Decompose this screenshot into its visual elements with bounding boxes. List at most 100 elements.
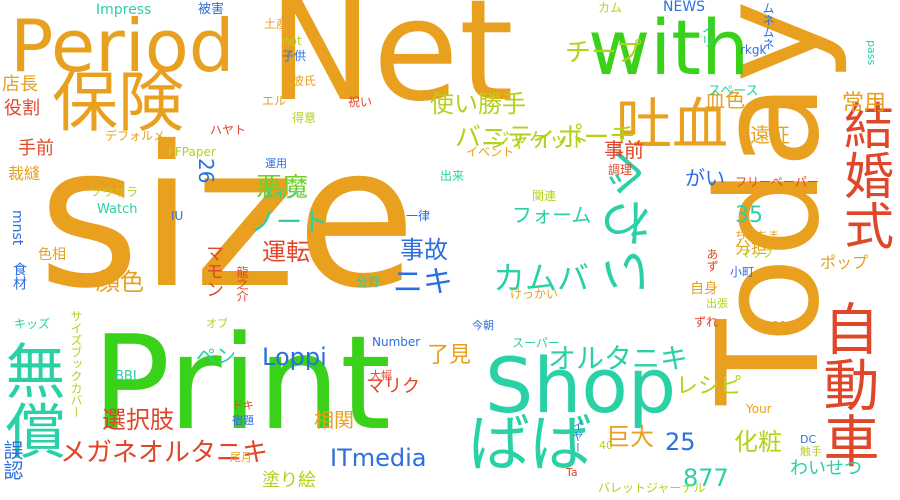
word-munemune: ムネムネ — [761, 2, 775, 50]
word-deforume: デフォルメ — [105, 129, 166, 143]
word-unyo: 運用 — [265, 157, 287, 170]
word-main: メイン — [262, 187, 299, 201]
word-chori: 調理 — [608, 163, 633, 177]
word-net: Net — [268, 0, 514, 133]
word-sizebookcover: サイズブックカバー — [69, 310, 83, 418]
word-obu: オブ — [206, 317, 228, 330]
word-jizen: 事前 — [604, 138, 644, 162]
word-ichiritsu: 一律 — [406, 209, 431, 223]
word-tencho: 店長 — [2, 74, 38, 95]
word-nori: ノリ — [699, 20, 715, 48]
word-with: with — [588, 3, 750, 92]
word-kids: キッズ — [14, 317, 51, 331]
word-cheap: チープ — [565, 38, 642, 68]
word-tokui: 得意 — [292, 111, 317, 125]
word-loppi: Loppi — [262, 343, 327, 371]
word-sokan: 相関 — [314, 408, 354, 432]
word-doki: ドキ — [232, 399, 254, 412]
word-bbi: BBI — [115, 369, 137, 384]
word-kekkonshiki: 結婚式 — [836, 100, 894, 250]
word-mamon: マモン — [203, 244, 224, 298]
word-watch: Watch — [97, 202, 138, 217]
word-pass: pass — [865, 40, 878, 66]
word-musho: 無償 — [0, 340, 65, 460]
word-mariku: マリク — [366, 376, 420, 397]
word-print: Print — [92, 307, 392, 459]
word-super: スーパー — [512, 336, 560, 350]
word-kodomo: 子供 — [282, 49, 307, 63]
word-waisetsu: わいせつ — [790, 458, 862, 479]
word-joyo: 常用 — [842, 91, 887, 116]
word-higai: 被害 — [198, 2, 225, 17]
word-not: not — [282, 34, 302, 48]
word-size: size — [38, 104, 417, 331]
word-orutaniki: オルタニキ — [548, 342, 689, 375]
word-deki: 出来 — [440, 169, 465, 183]
word-25: 25 — [665, 428, 696, 456]
word-shop: Shop — [485, 341, 677, 430]
word-rkgk: rkgk — [740, 43, 767, 57]
word-kekkai: けっかい — [510, 287, 559, 301]
word-shokuzai: 食材 — [11, 262, 27, 290]
word-akuma: 悪魔 — [256, 173, 309, 203]
word-kesho: 化粧 — [734, 428, 782, 456]
word-hayato: ハヤト — [210, 123, 247, 137]
word-baba: ばば — [468, 407, 593, 480]
word-shucho: 出張 — [706, 297, 728, 310]
word-saiho: 裁縫 — [8, 164, 41, 183]
word-kaoiro: 顔色 — [96, 268, 144, 296]
word-azu: あず — [705, 248, 719, 272]
word-yakuwari: 役割 — [4, 98, 40, 119]
word-iwai: 祝い — [348, 95, 373, 109]
word-chimachima: ちまちま — [735, 229, 779, 242]
word-35: 35 — [735, 203, 763, 228]
word-tsukaigatte: 使い勝手 — [430, 90, 526, 118]
word-877: 877 — [683, 464, 729, 492]
word-shukudai: 宿題 — [232, 414, 254, 427]
word-itmedia: ITmedia — [330, 444, 427, 472]
word-pen: ペン — [196, 344, 236, 368]
word-year: イヤー — [571, 420, 584, 453]
word-hoken: 保険 — [52, 64, 184, 141]
word-1100: 1100 — [758, 319, 786, 332]
word-toketsu: 吐血 — [616, 93, 728, 158]
word-kareshi: 彼氏 — [292, 74, 317, 88]
word-gai: がい — [685, 166, 725, 190]
word-niki: ニキ — [393, 265, 453, 300]
word-unten: 運転 — [262, 238, 310, 266]
word-40: 40 — [599, 439, 613, 452]
word-jidosha: 自動車 — [814, 300, 879, 468]
word-ryoken: 了見 — [427, 343, 472, 368]
word-eru: エル — [262, 94, 287, 108]
word-iu: IU — [171, 209, 184, 223]
word-ryunosuke: 龍之介 — [235, 266, 249, 302]
word-kyodai: 巨大 — [606, 423, 654, 451]
word-jacket: ジャケット — [490, 128, 589, 152]
word-kanren: 関連 — [532, 189, 557, 203]
word-bunya: 分野 — [356, 275, 381, 289]
word-map: マップ — [740, 247, 773, 260]
word-komachi: 小町 — [730, 265, 755, 279]
word-kesshoku: 血色 — [705, 88, 745, 112]
word-jiko: 事故 — [400, 236, 448, 264]
word-your: Your — [746, 402, 772, 416]
word-ozuki: 尾月 — [230, 451, 252, 464]
word-buntan: 分担 — [735, 238, 768, 257]
word-gonin: 誤認 — [0, 440, 24, 480]
word-dosan: 土産 — [264, 17, 289, 31]
word-freepaper: フリーペーパー — [735, 175, 819, 189]
word-ohaba: 大幅 — [370, 369, 392, 382]
word-shokushu: 触手 — [800, 445, 822, 458]
word-nurie: 塗り絵 — [262, 470, 316, 491]
word-temae: 手前 — [18, 138, 54, 159]
word-bulletjournal: バレットジャーナル — [598, 481, 706, 495]
word-kamuba: カムバ — [493, 259, 590, 297]
word-note: ノート — [250, 208, 329, 238]
word-news: NEWS — [663, 0, 706, 15]
word-ensei: 遠征 — [750, 123, 790, 147]
word-recipe: レシピ — [676, 374, 743, 399]
word-shikiso: 色相 — [38, 247, 66, 263]
word-26: 26 — [194, 158, 218, 184]
word-vanity: バニティポーチ — [455, 123, 636, 153]
